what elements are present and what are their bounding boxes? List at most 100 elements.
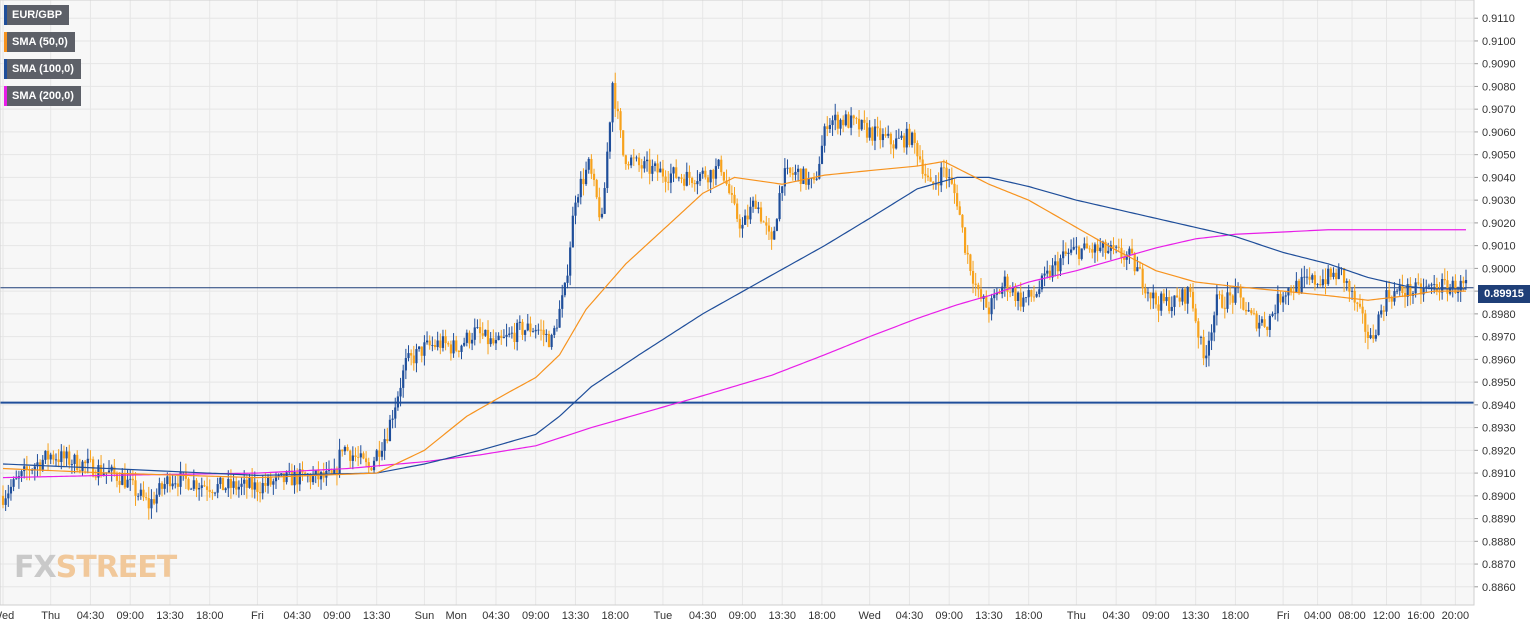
legend-item-eurgbp[interactable]: EUR/GBP <box>4 5 70 25</box>
time-axis[interactable]: Wed Thu 04:30 09:00 13:30 18:00 Fri 04:30 09:00 1… <box>0 610 1469 622</box>
candle-body <box>1019 292 1022 307</box>
candle-body <box>953 183 956 194</box>
candle-body <box>221 477 225 491</box>
candle-body <box>418 346 421 350</box>
candle-body <box>1438 291 1441 293</box>
candle-body <box>211 491 214 494</box>
legend-item-sma-200[interactable]: SMA (200,0) <box>4 86 81 106</box>
candle-body <box>388 419 392 442</box>
candle-body <box>1157 304 1160 311</box>
legend-item-sma-50[interactable]: SMA (50,0) <box>4 32 75 52</box>
candle-body <box>857 118 861 130</box>
candle-body <box>68 451 71 465</box>
candle-body <box>571 215 574 248</box>
candle-body <box>860 119 863 130</box>
candle-body <box>463 342 466 346</box>
candle-body <box>1266 326 1269 330</box>
candle-body <box>229 479 233 488</box>
candle-body <box>425 340 429 343</box>
candle-body <box>12 479 15 487</box>
candle-body <box>1433 284 1436 285</box>
candle-body <box>489 338 492 345</box>
candle-body <box>1295 280 1298 293</box>
candle-body <box>269 477 272 485</box>
candle-body <box>155 494 158 504</box>
y-tick-label: 0.8900 <box>1482 491 1516 503</box>
candle-body <box>1168 297 1171 312</box>
candle-body <box>235 481 238 490</box>
candle-body <box>855 118 858 120</box>
y-tick-label: 0.8910 <box>1482 468 1516 480</box>
candle-body <box>659 168 662 173</box>
candle-body <box>1064 251 1067 254</box>
candle-body <box>1104 241 1107 253</box>
candle-body <box>1133 253 1136 272</box>
candle-body <box>505 334 508 337</box>
sma-200-line <box>2 229 1466 479</box>
candle-body <box>134 480 137 496</box>
candle-body <box>1099 247 1102 252</box>
candle-body <box>1112 245 1115 248</box>
candle-body <box>1255 313 1258 329</box>
candle-body <box>529 323 532 332</box>
legend-item-sma-100[interactable]: SMA (100,0) <box>4 59 81 79</box>
candle-body <box>145 497 148 499</box>
candle-body <box>33 466 36 470</box>
x-tick-label: 04:30 <box>689 610 717 622</box>
logo-fx: FX <box>14 550 57 585</box>
candle-body <box>537 329 540 331</box>
candle-body <box>1393 291 1396 302</box>
candle-body <box>1205 355 1208 359</box>
candle-body <box>995 292 998 295</box>
candle-body <box>1327 268 1330 285</box>
candle-body <box>1043 273 1046 276</box>
candle-body <box>431 345 434 346</box>
candle-body <box>547 333 551 348</box>
candle-body <box>818 163 821 179</box>
candle-body <box>343 446 346 452</box>
candle-body <box>688 171 691 178</box>
candle-body <box>1300 276 1303 293</box>
candle-body <box>1276 293 1279 314</box>
candle-body <box>1027 290 1030 298</box>
candle-body <box>826 126 829 130</box>
candle-body <box>89 458 92 460</box>
candle-body <box>587 158 590 170</box>
candle-body <box>1268 315 1271 330</box>
candle-body <box>1088 248 1091 250</box>
x-tick-label: 09:00 <box>116 610 144 622</box>
candle-body <box>192 480 195 489</box>
candle-body <box>733 194 736 204</box>
candle-body <box>1319 284 1322 286</box>
candle-body <box>887 133 890 136</box>
candle-body <box>725 180 728 185</box>
price-axis[interactable]: 0.8860 0.8870 0.8880 0.8890 0.8900 0.8910 0.89… <box>1474 13 1516 594</box>
candle-body <box>1123 257 1126 260</box>
candle-body <box>979 289 983 299</box>
candle-body <box>921 159 924 174</box>
candle-body <box>293 471 296 486</box>
candle-body <box>977 284 980 290</box>
candle-body <box>176 483 180 487</box>
candle-body <box>948 177 951 179</box>
candle-body <box>129 478 132 480</box>
candle-body <box>444 336 447 344</box>
candle-body <box>1236 287 1240 289</box>
candle-body <box>637 157 641 166</box>
candle-body <box>1403 292 1407 297</box>
candle-body <box>1313 275 1317 285</box>
candle-body <box>762 221 765 223</box>
candle-body <box>1183 289 1187 304</box>
candle-body <box>20 471 23 477</box>
candle-body <box>179 472 182 487</box>
candle-body <box>497 335 500 341</box>
x-tick-label: 18:00 <box>808 610 836 622</box>
candle-body <box>767 225 771 232</box>
candle-body <box>669 173 672 183</box>
candle-body <box>118 480 121 485</box>
candle-body <box>1282 296 1285 303</box>
candle-body <box>158 483 161 495</box>
candle-body <box>171 483 174 487</box>
candle-body <box>364 458 368 463</box>
